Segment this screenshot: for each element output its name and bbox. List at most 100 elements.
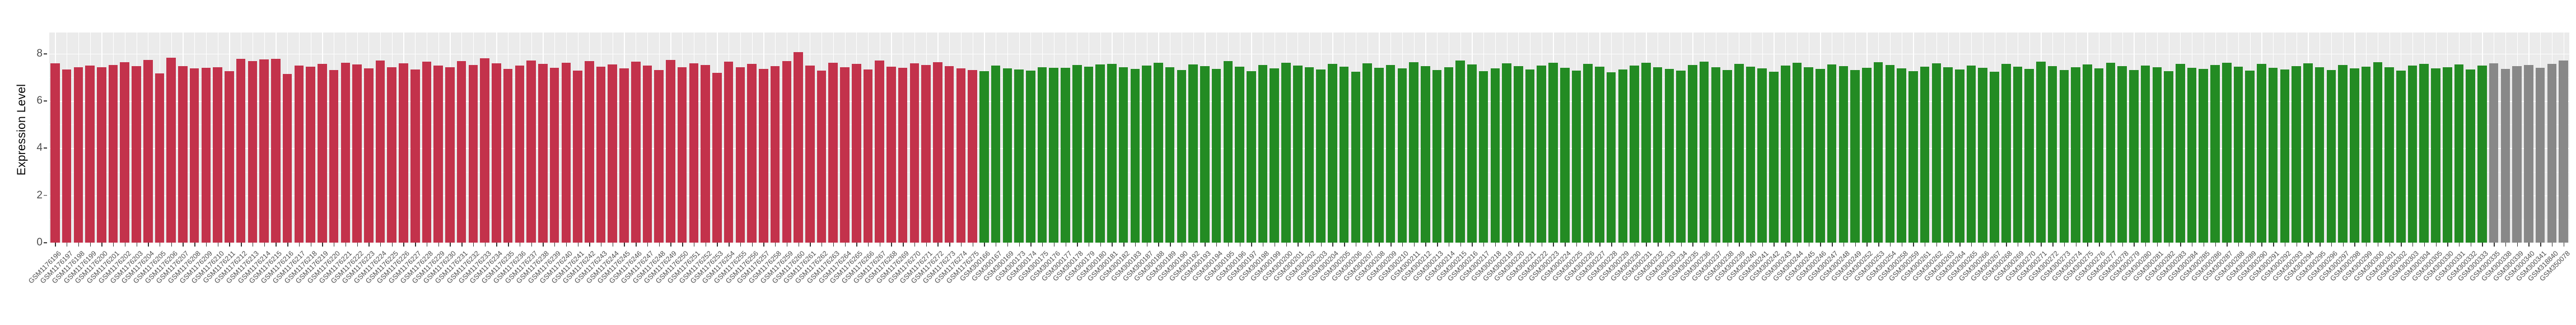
bar xyxy=(642,66,652,243)
y-axis: 0 2 4 6 8 xyxy=(0,0,50,325)
bar xyxy=(1409,62,1418,243)
bar xyxy=(1920,66,1930,243)
x-tick-mark xyxy=(357,243,358,247)
bar xyxy=(2477,66,2487,243)
x-tick-mark xyxy=(1506,243,1508,247)
bar xyxy=(1804,67,1813,243)
x-tick-mark xyxy=(1495,243,1496,247)
bar xyxy=(1165,67,1175,243)
bar xyxy=(2094,68,2104,243)
bar xyxy=(2199,69,2209,243)
bar xyxy=(1061,68,1070,243)
bar xyxy=(1990,72,1999,243)
bar xyxy=(294,66,304,243)
bar xyxy=(120,62,130,243)
x-tick-mark xyxy=(1251,243,1252,247)
bar xyxy=(863,69,873,243)
x-tick-mark xyxy=(1971,243,1972,247)
bar xyxy=(538,64,548,243)
bar xyxy=(1026,71,1035,243)
bar xyxy=(2500,68,2510,243)
bar xyxy=(677,67,687,243)
x-tick-mark xyxy=(1332,243,1333,247)
bar xyxy=(178,66,188,243)
bar xyxy=(1850,70,1860,243)
x-tick-mark xyxy=(1959,243,1961,247)
bar xyxy=(1873,62,1883,243)
x-tick-mark xyxy=(78,243,80,247)
bar xyxy=(991,66,1001,243)
bar xyxy=(1595,67,1604,243)
y-tick-mark xyxy=(44,242,47,243)
bar xyxy=(1641,63,1651,243)
x-tick-mark xyxy=(2435,243,2437,247)
bar xyxy=(2129,69,2139,243)
bar xyxy=(608,64,618,243)
bar xyxy=(236,59,246,243)
x-tick-mark xyxy=(1042,243,1043,247)
x-tick-mark xyxy=(1518,243,1519,247)
bar xyxy=(1676,71,1686,243)
bar xyxy=(1084,66,1094,243)
bar xyxy=(1757,68,1767,243)
x-tick-mark xyxy=(2238,243,2239,247)
bar xyxy=(2292,66,2301,243)
bar xyxy=(1211,68,1221,243)
x-tick-mark xyxy=(1228,243,1229,247)
x-tick-mark xyxy=(90,243,91,247)
bar xyxy=(933,62,942,243)
bar xyxy=(399,63,408,243)
x-tick-mark xyxy=(926,243,927,247)
bar xyxy=(631,61,641,243)
bar xyxy=(410,69,420,243)
bar xyxy=(248,61,258,243)
x-tick-mark xyxy=(380,243,381,247)
bar xyxy=(166,57,176,243)
x-tick-mark xyxy=(403,243,404,247)
bar xyxy=(1769,71,1779,243)
bar xyxy=(898,68,908,243)
x-tick-mark xyxy=(1309,243,1310,247)
bar xyxy=(2245,70,2255,243)
bar xyxy=(712,72,722,243)
bar xyxy=(2407,65,2418,243)
bar xyxy=(1316,69,1326,243)
x-tick-mark xyxy=(867,243,869,247)
bar xyxy=(1304,67,1314,243)
bar xyxy=(2257,64,2266,243)
bar xyxy=(1037,67,1047,243)
bar-series xyxy=(49,32,2569,243)
x-tick-mark xyxy=(647,243,648,247)
y-tick-mark xyxy=(44,53,47,54)
bar xyxy=(259,59,269,243)
x-tick-mark xyxy=(1193,243,1194,247)
bar xyxy=(1885,65,1895,243)
bar xyxy=(1908,71,1918,243)
bar xyxy=(909,63,920,243)
bar xyxy=(1943,67,1953,243)
x-tick-mark xyxy=(1820,243,1821,247)
x-tick-mark xyxy=(1588,243,1589,247)
bar xyxy=(689,63,699,243)
bar xyxy=(445,67,455,243)
bar xyxy=(666,59,675,243)
bar xyxy=(1513,66,1523,243)
x-tick-mark xyxy=(1216,243,1217,247)
bar xyxy=(1444,67,1454,243)
bar xyxy=(375,61,385,243)
bar xyxy=(1270,68,1280,243)
x-tick-mark xyxy=(2087,243,2088,247)
x-tick-mark xyxy=(856,243,857,247)
bar xyxy=(480,58,489,243)
bar xyxy=(352,64,362,243)
x-tick-mark xyxy=(1576,243,1578,247)
x-tick-mark xyxy=(1913,243,1914,247)
bar xyxy=(1978,68,1988,243)
x-tick-mark xyxy=(566,243,567,247)
x-tick-mark xyxy=(763,243,764,247)
bar xyxy=(2361,66,2371,243)
bar xyxy=(503,69,513,243)
bar xyxy=(1931,63,1942,243)
bar xyxy=(735,67,745,243)
